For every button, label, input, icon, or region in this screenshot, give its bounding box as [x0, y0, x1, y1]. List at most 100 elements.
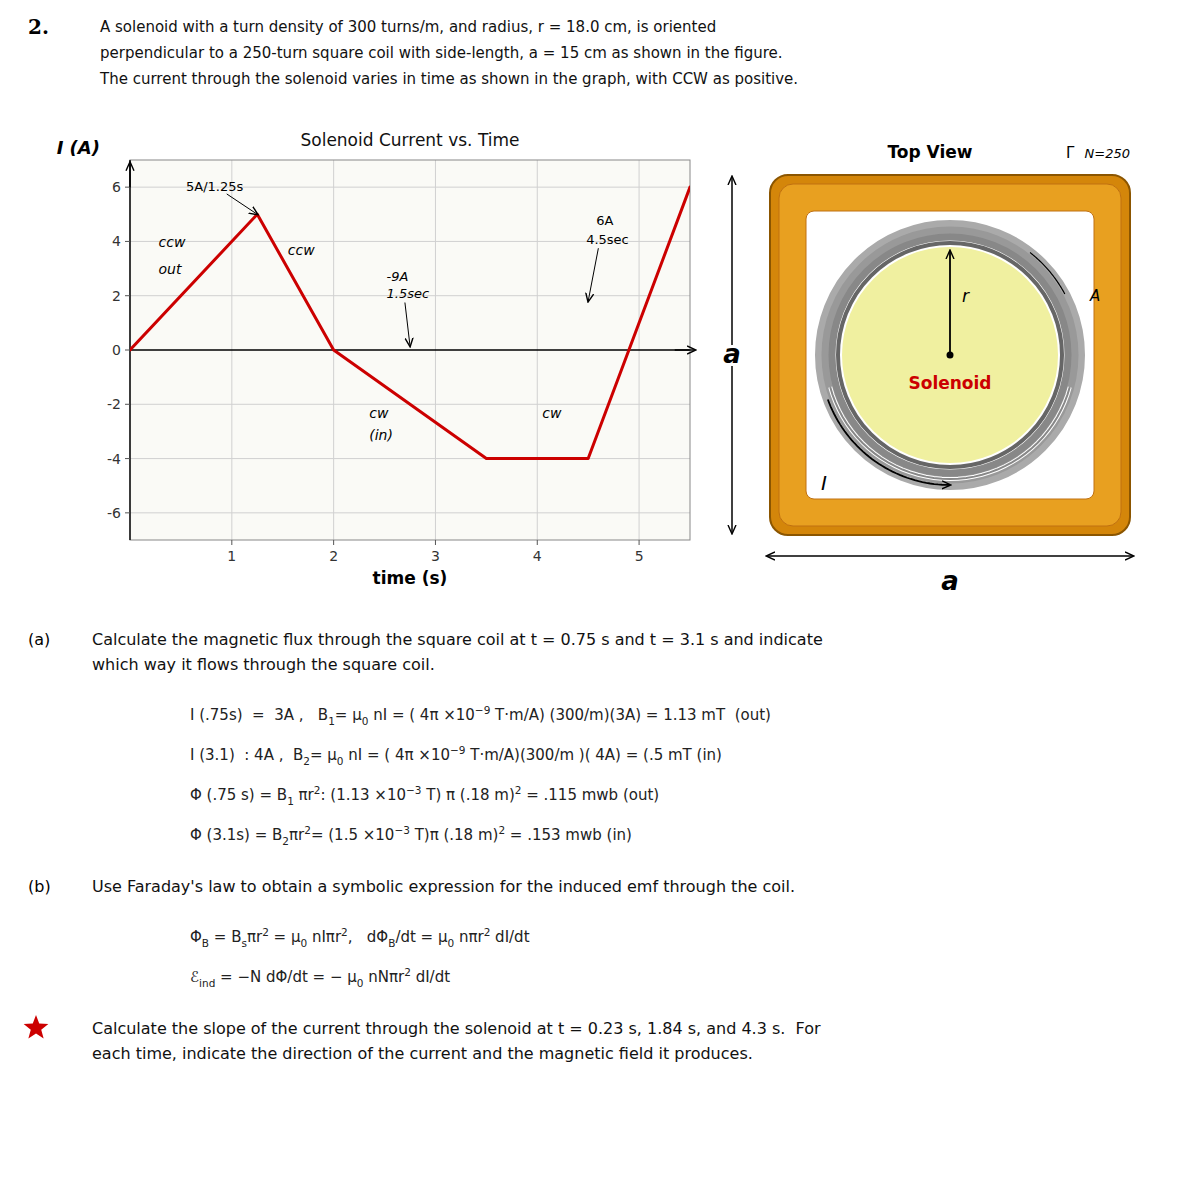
tick-label: 3 [431, 548, 440, 564]
tick-mark [125, 241, 130, 242]
part-label: (b) [28, 877, 51, 896]
diagram-title: Top View [887, 142, 972, 162]
work-segment: 1 [328, 715, 335, 727]
work-segment: −9 [450, 744, 465, 756]
page: 2. A solenoid with a turn density of 300 … [0, 0, 1200, 1203]
annotation: 1.5sec [387, 286, 430, 301]
coil-interior [806, 211, 1094, 499]
annotation: -9A [387, 269, 409, 284]
work-segment: 2 [304, 824, 311, 836]
grid-line [130, 458, 690, 459]
side-label: a [723, 339, 741, 369]
problem-text: The current through the solenoid varies … [99, 70, 798, 88]
coil-outer [770, 175, 1130, 535]
tick-label: 0 [112, 342, 121, 358]
annotation: ccw [288, 242, 315, 258]
radius-label: r [962, 286, 970, 306]
work-segment: /dt = μ [395, 928, 448, 946]
annotation: ccw [159, 234, 186, 250]
tick-mark [125, 458, 130, 459]
part-text: Calculate the magnetic flux through the … [92, 630, 823, 649]
work-segment: 2 [404, 966, 411, 978]
coil-ring [838, 243, 1062, 467]
solenoid-label: Solenoid [908, 373, 991, 393]
work-line: I (.75s) = 3A , B1= μ0 nI = ( 4π ×10−9 T… [190, 704, 771, 727]
area-pointer [1030, 253, 1065, 294]
annotation: 4.5sec [586, 232, 629, 247]
work-segment: πr [294, 786, 315, 804]
tick-label: 2 [329, 548, 338, 564]
work-segment: 2 [282, 835, 289, 847]
tick-mark [231, 540, 232, 545]
coil-ring [832, 237, 1068, 473]
tick-label: 5 [635, 548, 644, 564]
work-line: Φ (3.1s) = B2πr2= (1.5 ×10−3 T)π (.18 m)… [190, 824, 632, 847]
work-segment: −3 [406, 784, 421, 796]
radius-arrow [949, 251, 951, 355]
coil-ring [820, 225, 1080, 485]
part-text: which way it flows through the square co… [92, 655, 435, 674]
tick-mark [125, 512, 130, 513]
work-segment: −3 [394, 824, 409, 836]
plot-area [130, 160, 690, 540]
coil-ring [826, 231, 1074, 479]
tick-label: 6 [112, 179, 121, 195]
tick-label: 1 [227, 548, 236, 564]
work-segment: 2 [262, 926, 269, 938]
work-segment: Φ [190, 928, 202, 946]
area-label: A [1089, 287, 1100, 305]
tick-mark [125, 350, 130, 351]
work-segment: ind [199, 977, 215, 989]
work-line: ΦB = Bsπr2 = μ0 nIπr2, dΦB/dt = μ0 nπr2 … [190, 926, 530, 949]
problem-number: 2. [28, 15, 49, 39]
work-segment: Φ (3.1s) = B [190, 826, 282, 844]
work-segment: −9 [475, 704, 490, 716]
work-segment: 0 [447, 937, 454, 949]
annotation: cw [369, 405, 389, 421]
top-view-diagram: aTop ViewΓN=250rSolenoidAIa [723, 142, 1133, 596]
work-segment: nI = ( 4π ×10 [368, 706, 474, 724]
coil-gap-line [830, 387, 1070, 479]
current-line [130, 187, 690, 458]
part-text: Calculate the slope of the current throu… [92, 1019, 821, 1038]
chart-title: Solenoid Current vs. Time [300, 130, 519, 150]
work-segment: 2 [314, 784, 321, 796]
work-segment: 0 [300, 937, 307, 949]
coil-gap [830, 387, 1070, 479]
work-segment: 2 [341, 926, 348, 938]
tick-label: -4 [107, 451, 121, 467]
tick-label: 4 [112, 233, 121, 249]
tick-mark [333, 540, 334, 545]
annotation: out [159, 261, 182, 277]
annotation-arrow [588, 248, 598, 301]
tick-mark [125, 404, 130, 405]
work-segment: = .153 mwb (in) [505, 826, 632, 844]
annotation: 5A/1.25s [186, 179, 243, 194]
tick-mark [639, 540, 640, 545]
work-line: ℰind = −N dΦ/dt = − μ0 nNπr2 dI/dt [190, 966, 450, 989]
work-segment: T)π (.18 m) [410, 826, 499, 844]
work-segment: Φ (.75 s) = B [190, 786, 287, 804]
work-segment: 0 [337, 755, 344, 767]
annotation: 6A [596, 213, 613, 228]
work-segment: 1 [287, 795, 294, 807]
work-line: Φ (.75 s) = B1 πr2: (1.13 ×10−3 T) π (.1… [190, 784, 659, 807]
part-text: each time, indicate the direction of the… [92, 1044, 753, 1063]
work-segment: πr [289, 826, 305, 844]
y-axis-label: I (A) [57, 137, 100, 158]
side-arrow [767, 555, 1133, 557]
work-segment: 2 [484, 926, 491, 938]
work-segment: = μ [269, 928, 301, 946]
work-segment: I (.75s) = 3A , B [190, 706, 328, 724]
coil-inner [779, 184, 1121, 526]
work-segment: T·m/A) (300/m)(3A) = 1.13 mT (out) [490, 706, 771, 724]
work-segment: B [388, 937, 395, 949]
x-axis-label: time (s) [373, 568, 448, 588]
annotation: (in) [369, 427, 393, 443]
tick-label: 4 [533, 548, 542, 564]
problem-text: A solenoid with a turn density of 300 tu… [100, 18, 716, 36]
grid-line [130, 512, 690, 513]
work-segment: dI/dt [411, 968, 450, 986]
tick-label: -6 [107, 505, 121, 521]
side-label: a [941, 566, 959, 596]
